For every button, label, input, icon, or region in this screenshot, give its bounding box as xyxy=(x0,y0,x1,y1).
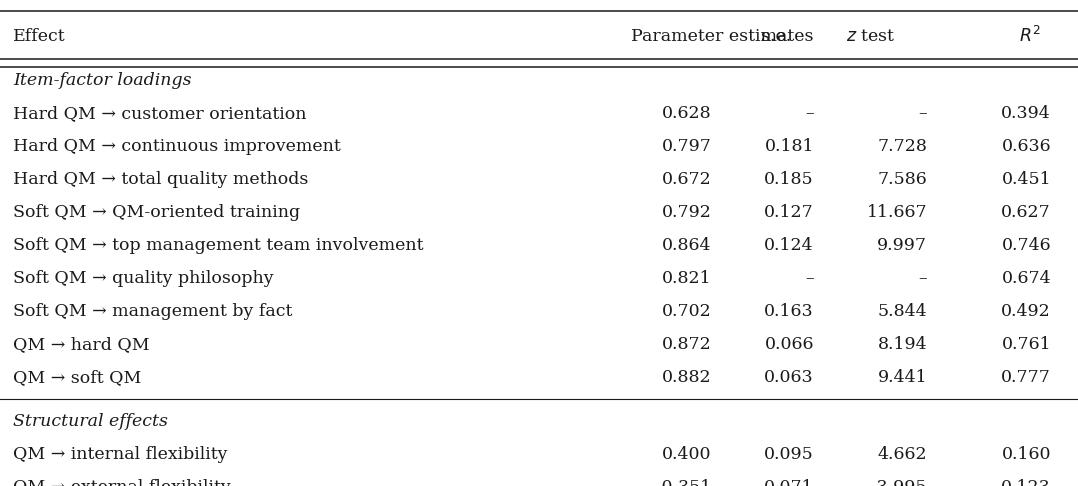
Text: 0.492: 0.492 xyxy=(1001,303,1051,320)
Text: 5.844: 5.844 xyxy=(877,303,927,320)
Text: –: – xyxy=(805,105,814,122)
Text: 0.185: 0.185 xyxy=(764,171,814,188)
Text: Soft QM → management by fact: Soft QM → management by fact xyxy=(13,303,292,320)
Text: QM → hard QM: QM → hard QM xyxy=(13,336,150,353)
Text: Hard QM → customer orientation: Hard QM → customer orientation xyxy=(13,105,306,122)
Text: QM → soft QM: QM → soft QM xyxy=(13,369,141,386)
Text: 9.441: 9.441 xyxy=(877,369,927,386)
Text: Parameter estimates: Parameter estimates xyxy=(631,28,813,45)
Text: Hard QM → continuous improvement: Hard QM → continuous improvement xyxy=(13,138,341,155)
Text: 0.628: 0.628 xyxy=(662,105,711,122)
Text: $R^2$: $R^2$ xyxy=(1019,26,1040,47)
Text: 0.160: 0.160 xyxy=(1001,446,1051,463)
Text: 0.672: 0.672 xyxy=(662,171,711,188)
Text: 0.394: 0.394 xyxy=(1001,105,1051,122)
Text: 0.095: 0.095 xyxy=(764,446,814,463)
Text: 0.797: 0.797 xyxy=(662,138,711,155)
Text: −0.351: −0.351 xyxy=(647,479,711,486)
Text: 0.124: 0.124 xyxy=(764,237,814,254)
Text: 0.066: 0.066 xyxy=(764,336,814,353)
Text: 0.674: 0.674 xyxy=(1001,270,1051,287)
Text: Soft QM → top management team involvement: Soft QM → top management team involvemen… xyxy=(13,237,424,254)
Text: 4.662: 4.662 xyxy=(877,446,927,463)
Text: 0.702: 0.702 xyxy=(662,303,711,320)
Text: Hard QM → total quality methods: Hard QM → total quality methods xyxy=(13,171,308,188)
Text: −3.995: −3.995 xyxy=(862,479,927,486)
Text: 0.792: 0.792 xyxy=(662,204,711,221)
Text: Soft QM → quality philosophy: Soft QM → quality philosophy xyxy=(13,270,274,287)
Text: QM → internal flexibility: QM → internal flexibility xyxy=(13,446,227,463)
Text: 0.071: 0.071 xyxy=(764,479,814,486)
Text: 0.400: 0.400 xyxy=(662,446,711,463)
Text: 8.194: 8.194 xyxy=(877,336,927,353)
Text: –: – xyxy=(918,270,927,287)
Text: Structural effects: Structural effects xyxy=(13,413,168,430)
Text: 0.761: 0.761 xyxy=(1001,336,1051,353)
Text: 0.127: 0.127 xyxy=(764,204,814,221)
Text: 0.451: 0.451 xyxy=(1001,171,1051,188)
Text: 0.636: 0.636 xyxy=(1001,138,1051,155)
Text: Effect: Effect xyxy=(13,28,66,45)
Text: 0.163: 0.163 xyxy=(764,303,814,320)
Text: –: – xyxy=(805,270,814,287)
Text: 0.746: 0.746 xyxy=(1001,237,1051,254)
Text: 0.063: 0.063 xyxy=(764,369,814,386)
Text: Item-factor loadings: Item-factor loadings xyxy=(13,72,192,88)
Text: 0.627: 0.627 xyxy=(1001,204,1051,221)
Text: 0.872: 0.872 xyxy=(662,336,711,353)
Text: 0.123: 0.123 xyxy=(1001,479,1051,486)
Text: 7.586: 7.586 xyxy=(877,171,927,188)
Text: 9.997: 9.997 xyxy=(877,237,927,254)
Text: $z$ test: $z$ test xyxy=(846,28,896,45)
Text: 11.667: 11.667 xyxy=(867,204,927,221)
Text: 0.181: 0.181 xyxy=(764,138,814,155)
Text: s.e.: s.e. xyxy=(761,28,791,45)
Text: –: – xyxy=(918,105,927,122)
Text: 0.777: 0.777 xyxy=(1001,369,1051,386)
Text: 0.821: 0.821 xyxy=(662,270,711,287)
Text: QM → external flexibility: QM → external flexibility xyxy=(13,479,231,486)
Text: 0.882: 0.882 xyxy=(662,369,711,386)
Text: 7.728: 7.728 xyxy=(877,138,927,155)
Text: 0.864: 0.864 xyxy=(662,237,711,254)
Text: Soft QM → QM-oriented training: Soft QM → QM-oriented training xyxy=(13,204,300,221)
